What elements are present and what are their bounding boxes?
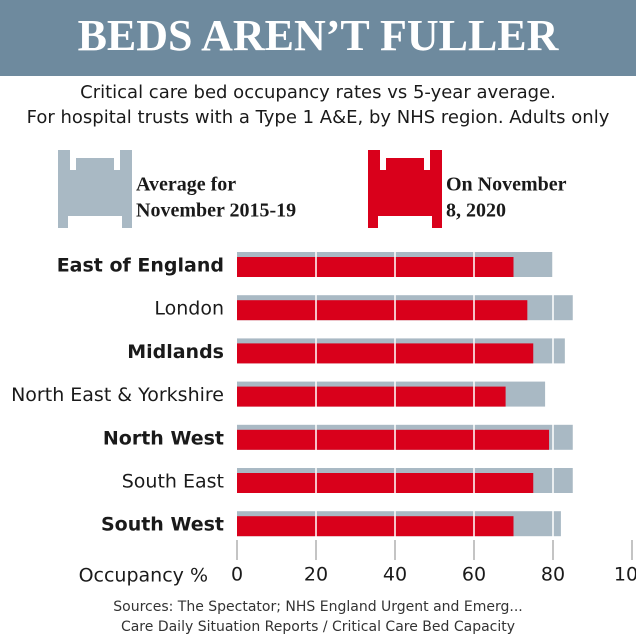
x-tick-label: 80 xyxy=(541,564,565,586)
bar xyxy=(237,473,534,493)
subtitle: For hospital trusts with a Type 1 A&E, b… xyxy=(27,107,610,128)
source: Care Daily Situation Reports / Critical … xyxy=(121,619,515,635)
y-tick-label: London xyxy=(154,298,224,320)
legend-label: 8, 2020 xyxy=(446,200,506,222)
legend-label: Average for xyxy=(136,174,236,196)
title-banner xyxy=(0,0,636,76)
x-tick-label: 60 xyxy=(462,564,486,586)
chart-title: BEDS AREN’T FULLER xyxy=(78,11,560,60)
legend-label: On November xyxy=(446,174,567,196)
x-tick-label: 20 xyxy=(304,564,328,586)
legend-label: November 2015-19 xyxy=(136,200,296,222)
x-tick-label: 100 xyxy=(614,564,636,586)
bar xyxy=(237,516,514,537)
y-tick-label: Midlands xyxy=(127,341,224,363)
bar xyxy=(237,300,528,321)
y-tick-label: South East xyxy=(122,471,224,493)
y-tick-label: North West xyxy=(103,427,224,449)
y-tick-label: East of England xyxy=(57,255,224,277)
legend-swatch xyxy=(368,150,442,228)
bar xyxy=(237,343,534,364)
source: Sources: The Spectator; NHS England Urge… xyxy=(113,599,523,615)
bar xyxy=(237,257,514,277)
bar xyxy=(237,386,506,407)
x-axis-label: Occupancy % xyxy=(79,565,208,587)
subtitle: Critical care bed occupancy rates vs 5-y… xyxy=(80,82,556,103)
legend-swatch xyxy=(58,150,132,228)
x-tick-label: 40 xyxy=(383,564,407,586)
y-tick-label: North East & Yorkshire xyxy=(11,384,224,406)
x-tick-label: 0 xyxy=(231,564,243,586)
y-tick-label: South West xyxy=(101,514,224,536)
bar xyxy=(237,429,550,450)
